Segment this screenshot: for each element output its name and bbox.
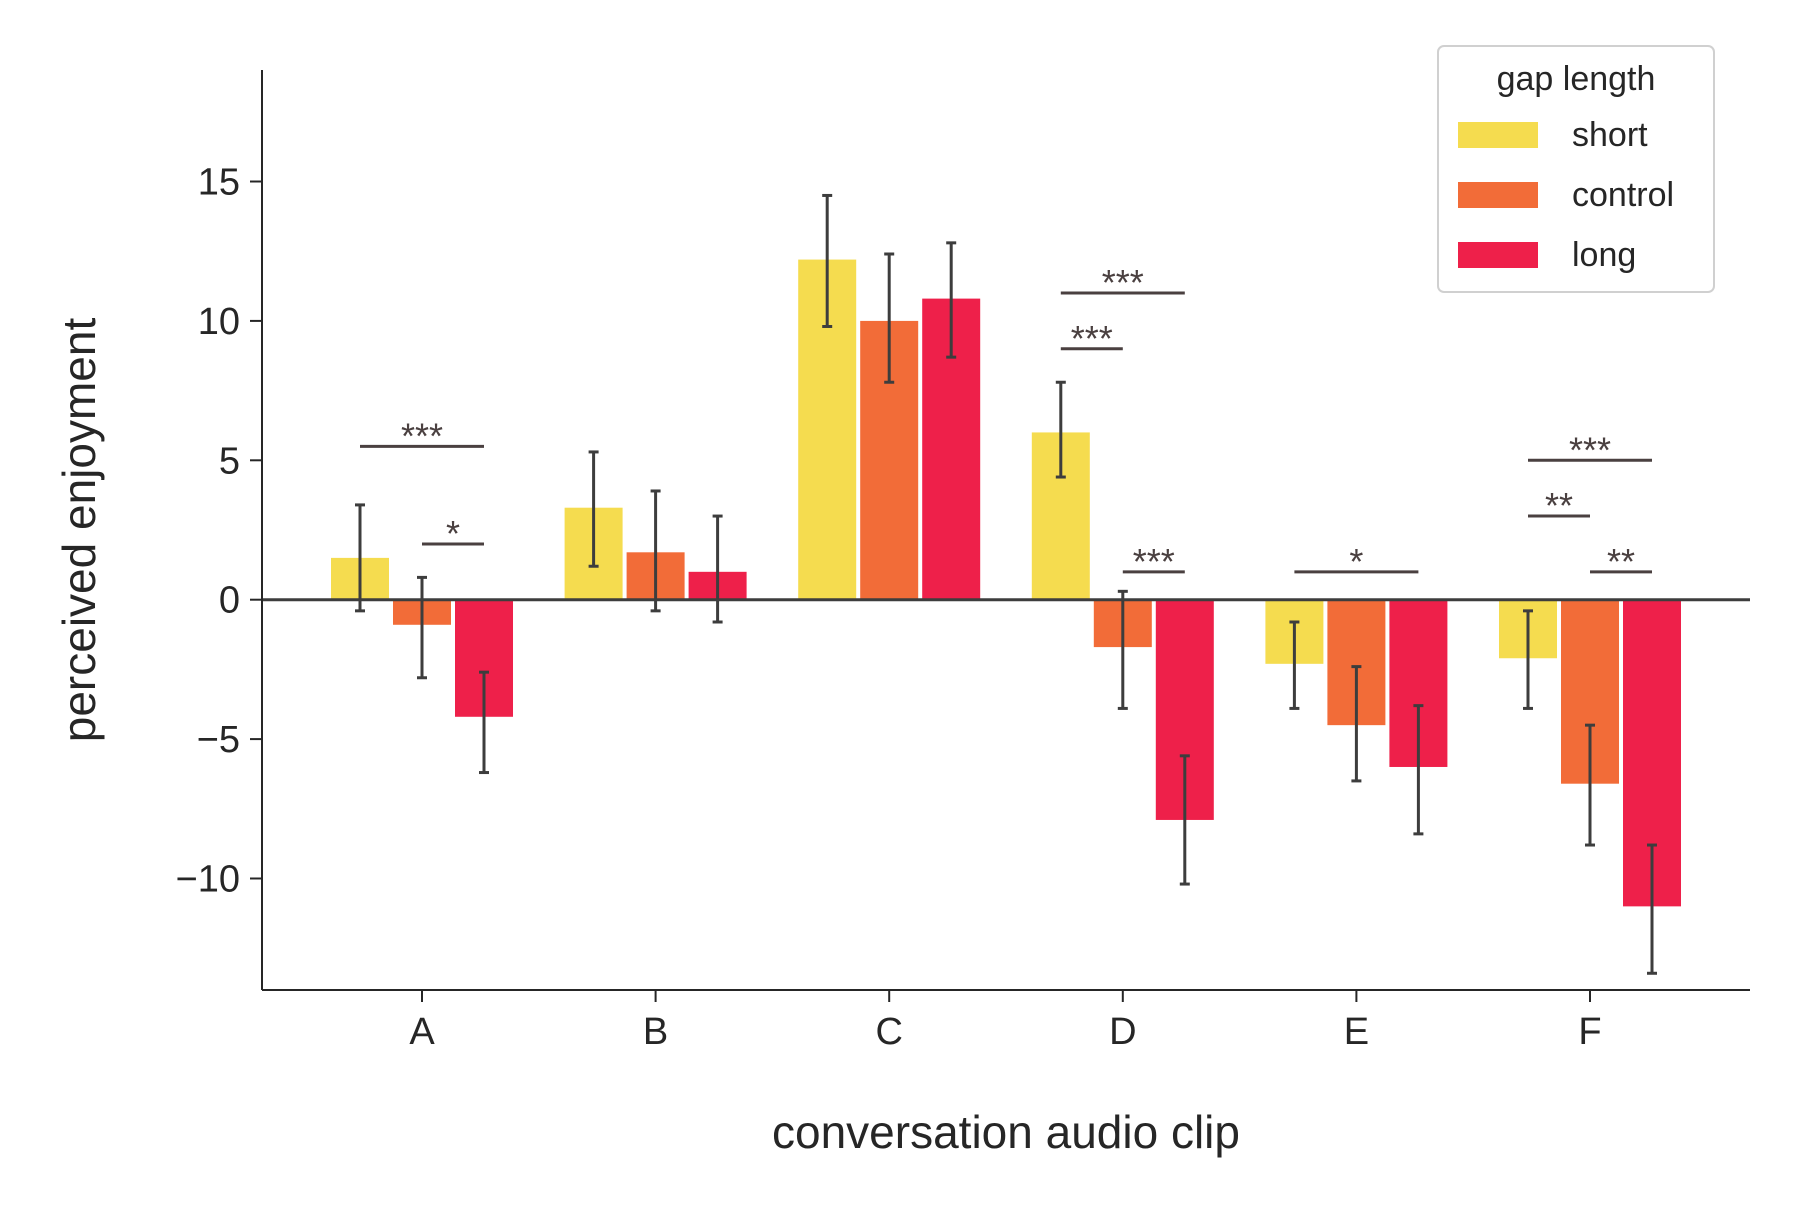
y-axis-title: perceived enjoyment [53,318,105,743]
x-tick-label: A [409,1011,435,1053]
y-tick-label: 10 [198,301,240,343]
significance-label-D-3: *** [1071,318,1113,359]
significance-label-D-2: *** [1102,262,1144,303]
significance-label-A-1: * [446,513,460,554]
y-tick-label: 0 [219,580,240,622]
y-tick-label: 15 [198,162,240,204]
significance-layer: ************* ******** [360,262,1652,582]
error-bars-layer [355,193,1657,975]
y-tick-label: −10 [176,858,240,900]
significance-label-F-8: ** [1607,541,1635,582]
legend-swatch-short [1458,122,1538,148]
legend-swatch-control [1458,182,1538,208]
legend-frame [1437,45,1715,293]
legend-label-control: control [1572,176,1674,214]
x-tick-label: D [1109,1011,1136,1053]
x-axis-title: conversation audio clip [772,1106,1240,1158]
x-tick-label: C [875,1011,902,1053]
significance-label-A-0: *** [401,415,443,456]
x-tick-label: F [1578,1011,1601,1053]
y-tick-label: −5 [197,719,240,761]
axes-layer: −10 −5 0 5 10 15 A B C D E F [176,70,1750,1053]
bars-layer [331,259,1681,907]
significance-label-F-6: *** [1569,429,1611,470]
x-tick-label: B [643,1011,668,1053]
legend: gap length short control long [1437,45,1715,293]
significance-label-F-7: ** [1545,485,1573,526]
legend-label-short: short [1572,116,1648,154]
legend-swatch-long [1458,242,1538,268]
significance-label-D-4: *** [1133,541,1175,582]
x-tick-label: E [1344,1011,1369,1053]
y-tick-label: 5 [219,440,240,482]
significance-label-E-5: * [1349,541,1363,582]
legend-title: gap length [1497,60,1656,98]
legend-label-long: long [1572,236,1636,274]
